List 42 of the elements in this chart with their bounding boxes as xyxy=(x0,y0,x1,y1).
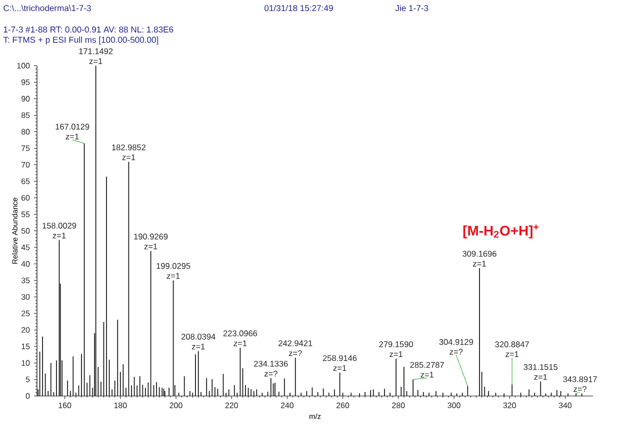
annotation: z=1 xyxy=(390,351,402,357)
annotation: 182.9852 xyxy=(112,144,146,150)
annotation: 223.0966 xyxy=(223,330,258,336)
text: C:\...\trichoderma\1-7-3 xyxy=(4,4,91,12)
annotation: z=1 xyxy=(144,244,158,250)
annotation: z=1 xyxy=(89,58,102,64)
text: T: FTMS + p ESI Full ms [100.00-500.00] xyxy=(3,36,158,44)
annotation: z=? xyxy=(574,386,587,392)
annotation: 167.0129 xyxy=(56,124,90,130)
annotation: 343.8917 xyxy=(563,376,597,382)
annotation: z=1 xyxy=(66,134,79,140)
annotation: 199.0295 xyxy=(156,263,190,269)
annotation: 158.0029 xyxy=(42,222,76,229)
annotation: z=1 xyxy=(166,273,180,279)
annotation: [M-H$_{2}$O+H]$^{+}$ xyxy=(463,224,539,238)
annotation: 320.8847 xyxy=(495,341,529,348)
annotation: 258.9146 xyxy=(322,355,357,362)
annotation: 208.0394 xyxy=(182,334,216,340)
annotation: z=? xyxy=(450,348,463,355)
annotation: z=1 xyxy=(333,365,346,371)
annotation: 309.1696 xyxy=(462,250,496,257)
annotation: 242.9421 xyxy=(278,340,312,346)
annotation: z=1 xyxy=(234,340,247,346)
annotation: 190.9269 xyxy=(134,234,168,240)
annotation: z=? xyxy=(288,350,302,356)
annotation: z=1 xyxy=(506,351,518,357)
text: Jie 1-7-3 xyxy=(395,4,428,12)
text: 01/31/18 15:27:49 xyxy=(264,4,333,12)
annotation: 171.1492 xyxy=(79,48,113,54)
annotation: z=? xyxy=(264,370,278,376)
annotation: z=1 xyxy=(122,154,136,160)
annotation: z=1 xyxy=(473,260,486,266)
annotation: 279.1590 xyxy=(379,341,413,348)
text: 1-7-3 #1-88 RT: 0.00-0.91 AV: 88 NL: 1.83E6 xyxy=(4,26,174,33)
annotation: z=1 xyxy=(420,372,434,378)
annotation: 234.1336 xyxy=(254,360,288,367)
annotation: z=1 xyxy=(192,344,205,350)
annotation: z=1 xyxy=(52,232,66,238)
annotation: z=1 xyxy=(534,374,547,380)
annotation: 331.1515 xyxy=(524,364,558,370)
annotation: 304.9129 xyxy=(439,339,474,345)
annotation: 285.2787 xyxy=(410,362,444,368)
